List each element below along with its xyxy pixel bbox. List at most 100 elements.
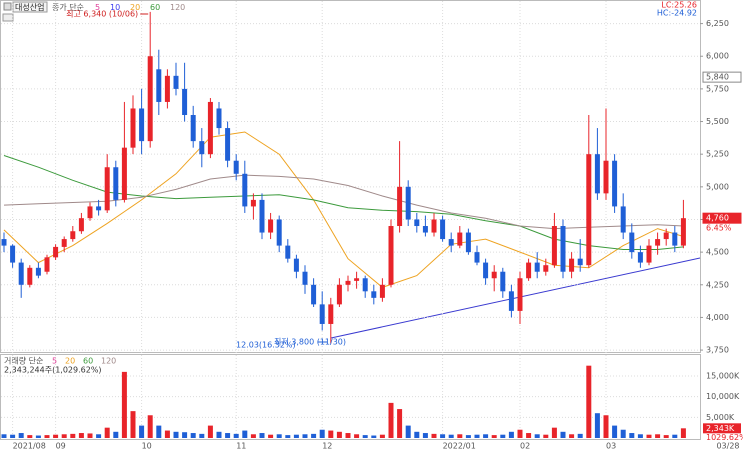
candle-body xyxy=(87,206,93,219)
candle-body xyxy=(414,219,420,227)
legend-entry: 60 xyxy=(150,3,160,12)
change-label: 6.45% xyxy=(706,224,732,233)
lc: LC:25.26 xyxy=(661,1,697,10)
candle-body xyxy=(53,246,59,258)
y-tick-label: 5,000K xyxy=(706,413,735,422)
volume-bar xyxy=(147,415,153,438)
candle-body xyxy=(293,258,299,272)
volume-bar xyxy=(225,433,231,438)
volume-bar xyxy=(431,433,437,438)
volume-bar xyxy=(603,415,609,438)
x-tick-label: 02 xyxy=(520,442,530,450)
volume-bar xyxy=(276,434,282,438)
candle-body xyxy=(448,239,454,246)
candle-body xyxy=(397,186,403,227)
ma-line xyxy=(3,131,684,288)
volume-bar xyxy=(10,434,16,438)
candle-body xyxy=(233,160,239,174)
candle-body xyxy=(569,258,575,272)
annotation: 12.03(16.32%) xyxy=(236,341,296,350)
y-tick-label: 5,500 xyxy=(706,117,729,126)
candle-body xyxy=(96,206,102,211)
volume-bar xyxy=(336,431,342,438)
y-tick-label: 10,000K xyxy=(706,392,740,401)
volume-bar xyxy=(173,431,179,438)
volume-bar xyxy=(637,434,643,438)
candle-body xyxy=(164,75,170,102)
volume-bar xyxy=(397,409,403,438)
candle-body xyxy=(173,75,179,89)
price-marker-label: 4,760 xyxy=(706,214,729,223)
volume-bar xyxy=(663,435,669,438)
volume-legend-prefix: 거래량 단순 xyxy=(4,356,43,366)
candle-body xyxy=(431,219,437,233)
candle-body xyxy=(104,167,110,211)
volume-bar xyxy=(465,435,471,438)
candle-body xyxy=(18,262,24,285)
volume-bar xyxy=(104,427,110,438)
candle-body xyxy=(577,258,583,266)
x-tick-label: 2022/01 xyxy=(443,442,476,450)
candle-body xyxy=(121,147,127,200)
volume-bar xyxy=(422,433,428,438)
candle-body xyxy=(405,186,411,220)
candle-body xyxy=(655,239,661,246)
legend-entry: 10 xyxy=(110,3,120,12)
volume-bar xyxy=(182,432,188,438)
volume-bar xyxy=(190,433,196,438)
annotation: 최저 3,800 (11/30) xyxy=(274,337,346,347)
candle-body xyxy=(268,219,274,233)
volume-bar xyxy=(491,435,497,438)
candle-body xyxy=(371,291,377,298)
candle-body xyxy=(388,226,394,285)
candle-body xyxy=(70,231,76,240)
y-tick-label: 4,000 xyxy=(706,313,729,322)
volume-summary: 2,343,244주(1,029.62%) xyxy=(4,366,102,375)
candle-body xyxy=(27,267,33,285)
volume-change: 1029.62% xyxy=(706,433,743,442)
candle-body xyxy=(44,257,50,272)
y-tick-label: 5,250 xyxy=(706,150,729,159)
volume-bar xyxy=(121,371,127,438)
x-tick-label: 03/28 xyxy=(716,442,739,450)
volume-bar xyxy=(319,429,325,438)
legend-entry: 60 xyxy=(83,357,93,366)
candle-body xyxy=(551,226,557,266)
volume-bar xyxy=(78,433,84,438)
legend-prefix: 종가 단순 xyxy=(52,2,84,12)
candle-body xyxy=(517,278,523,311)
candle-body xyxy=(250,199,256,207)
y-tick-label: 4,250 xyxy=(706,280,729,289)
volume-bar xyxy=(216,431,222,438)
price-marker xyxy=(702,212,742,224)
volume-bar xyxy=(620,429,626,438)
candle-body xyxy=(285,245,291,259)
candle-body xyxy=(78,218,84,232)
candle-body xyxy=(156,69,162,102)
volume-bar xyxy=(362,435,368,438)
volume-bar xyxy=(560,431,566,438)
volume-bar xyxy=(680,428,686,438)
candle-body xyxy=(560,226,566,272)
candle-body xyxy=(10,245,16,263)
candle-body xyxy=(113,167,119,200)
volume-bar xyxy=(285,435,291,438)
y-tick-label: 5,000 xyxy=(706,182,729,191)
candle-body xyxy=(422,226,428,233)
y-tick-label: 15,000K xyxy=(706,372,740,381)
annotation: 최고 6,340 (10/06) xyxy=(66,9,138,19)
volume-bar xyxy=(612,425,618,438)
volume-bar xyxy=(113,431,119,438)
price-marker xyxy=(702,71,742,83)
x-tick-label: 2021/08 xyxy=(13,442,46,450)
legend-entry: 20 xyxy=(130,3,140,12)
volume-bar xyxy=(268,434,274,438)
volume-bar xyxy=(139,425,145,438)
candle-body xyxy=(500,271,506,292)
icon xyxy=(2,13,14,22)
y-tick-label: 5,750 xyxy=(706,84,729,93)
volume-bar xyxy=(543,434,549,438)
candle-body xyxy=(672,232,678,246)
volume-bar xyxy=(130,411,136,438)
candle-body xyxy=(35,267,41,276)
